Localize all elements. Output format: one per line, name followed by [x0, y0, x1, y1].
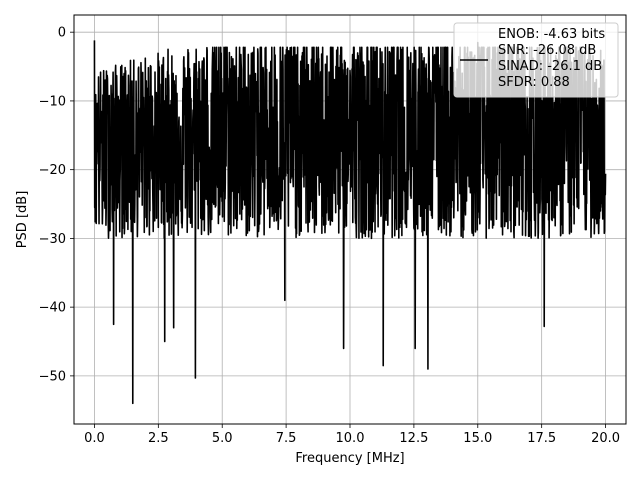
legend-snr: SNR: -26.08 dB: [498, 43, 596, 58]
x-tick-label: 15.0: [463, 431, 492, 446]
y-axis-label: PSD [dB]: [15, 191, 30, 249]
y-axis-ticks: 0 −10 −20 −30 −40 −50: [39, 26, 74, 384]
plot-area: [93, 40, 607, 405]
y-tick-label: 0: [58, 26, 66, 41]
x-tick-label: 12.5: [399, 431, 428, 446]
legend: ENOB: -4.63 bits SNR: -26.08 dB SINAD: -…: [453, 22, 619, 98]
legend-box: [453, 22, 619, 98]
x-tick-label: 5.0: [212, 431, 233, 446]
x-tick-label: 17.5: [527, 431, 556, 446]
y-tick-label: −30: [39, 232, 66, 247]
y-tick-label: −50: [39, 369, 66, 384]
legend-sinad: SINAD: -26.1 dB: [498, 59, 602, 74]
x-tick-label: 2.5: [148, 431, 169, 446]
x-axis-label: Frequency [MHz]: [295, 451, 404, 466]
y-tick-label: −10: [39, 94, 66, 109]
psd-series-line: [93, 40, 607, 405]
legend-sfdr: SFDR: 0.88: [498, 75, 570, 90]
x-tick-label: 0.0: [84, 431, 105, 446]
x-tick-label: 10.0: [336, 431, 365, 446]
y-tick-label: −40: [39, 301, 66, 316]
y-tick-label: −20: [39, 163, 66, 178]
x-axis-ticks: 0.0 2.5 5.0 7.5 10.0 12.5 15.0 17.5 20.0: [84, 424, 620, 446]
x-tick-label: 20.0: [591, 431, 620, 446]
legend-enob: ENOB: -4.63 bits: [498, 27, 605, 42]
x-tick-label: 7.5: [276, 431, 297, 446]
